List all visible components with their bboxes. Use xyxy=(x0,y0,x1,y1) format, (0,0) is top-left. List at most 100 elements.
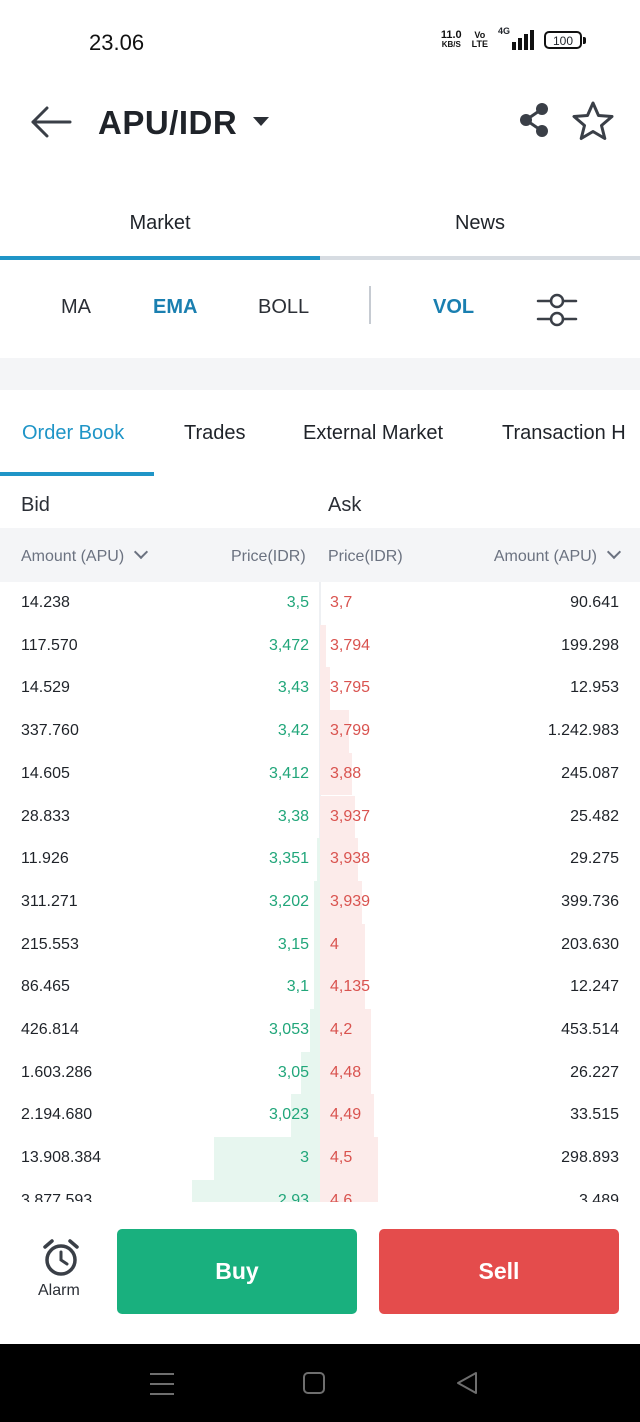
ask-amount: 33.515 xyxy=(570,1106,619,1124)
recent-apps-icon[interactable] xyxy=(150,1373,174,1395)
bid-depth-bar xyxy=(214,1137,320,1180)
section-separator xyxy=(0,358,640,390)
tab-trades[interactable]: Trades xyxy=(184,422,246,444)
network-type: 4G xyxy=(498,26,511,36)
order-book-row[interactable]: 13.908.384 3 4,5 298.893 xyxy=(0,1137,640,1180)
header: APU/IDR xyxy=(0,86,640,166)
pair-title[interactable]: APU/IDR xyxy=(98,104,238,141)
alarm-clock-icon[interactable] xyxy=(42,1238,80,1278)
ask-depth-bar xyxy=(320,923,365,967)
ask-price: 3,799 xyxy=(330,722,371,740)
sliders-settings-icon[interactable] xyxy=(536,292,578,328)
order-book-row[interactable]: 3.877.593 2,93 4,6 3.489 xyxy=(0,1179,640,1202)
order-book-row[interactable]: 1.603.286 3,05 4,48 26.227 xyxy=(0,1051,640,1095)
indicator-ma[interactable]: MA xyxy=(61,296,91,318)
tab-order-book[interactable]: Order Book xyxy=(22,422,125,444)
bid-price: 3,1 xyxy=(286,978,309,996)
bid-price: 3,43 xyxy=(277,679,309,697)
bid-price: 3,05 xyxy=(277,1063,309,1081)
ask-depth-bar xyxy=(320,1094,375,1138)
order-book-row[interactable]: 426.814 3,053 4,2 453.514 xyxy=(0,1009,640,1052)
battery-icon: 100 xyxy=(544,31,586,49)
bid-price: 3,38 xyxy=(277,807,309,825)
network-speed-unit: KB/S xyxy=(441,40,461,49)
ask-price: 3,938 xyxy=(330,850,371,868)
bid-price: 3,412 xyxy=(268,764,309,782)
order-book-row[interactable]: 28.833 3,38 3,937 25.482 xyxy=(0,795,640,839)
tab-news[interactable]: News xyxy=(454,211,505,234)
signal-icon: 4G xyxy=(498,26,534,50)
ask-depth-bar xyxy=(320,1009,372,1052)
indicator-vol[interactable]: VOL xyxy=(433,296,475,318)
ask-price: 3,794 xyxy=(330,636,371,654)
bottom-action-bar: Alarm Buy Sell xyxy=(0,1202,640,1344)
sell-button[interactable]: Sell xyxy=(379,1229,619,1314)
ask-amount: 199.298 xyxy=(561,636,619,654)
bid-amount: 337.760 xyxy=(21,722,79,740)
order-book-row[interactable]: 117.570 3,472 3,794 199.298 xyxy=(0,624,640,668)
bid-depth-bar xyxy=(313,966,320,1009)
bid-price: 2,93 xyxy=(277,1191,309,1202)
battery-level: 100 xyxy=(544,31,582,49)
ask-amount: 298.893 xyxy=(561,1149,619,1167)
order-book-column-header: Amount (APU) Price(IDR) Price(IDR) Amoun… xyxy=(0,528,640,582)
order-book-row[interactable]: 14.238 3,5 3,7 90.641 xyxy=(0,582,640,625)
ask-amount: 203.630 xyxy=(561,935,619,953)
tab-external-market[interactable]: External Market xyxy=(303,422,444,444)
network-speed: 11.0 KB/S xyxy=(441,30,462,50)
bid-price: 3,053 xyxy=(268,1021,309,1038)
chevron-down-icon xyxy=(134,544,149,560)
indicator-toolbar: MA EMA BOLL VOL xyxy=(0,270,640,346)
ask-depth-bar xyxy=(320,838,359,881)
bid-label: Bid xyxy=(21,494,50,516)
indicator-boll[interactable]: BOLL xyxy=(258,296,310,318)
order-book-row[interactable]: 11.926 3,351 3,938 29.275 xyxy=(0,838,640,881)
bid-depth-bar xyxy=(192,1179,320,1202)
ask-amount: 26.227 xyxy=(570,1063,619,1081)
tab-market[interactable]: Market xyxy=(129,211,191,234)
bid-price: 3,5 xyxy=(286,594,309,611)
ask-depth-bar xyxy=(320,752,352,796)
ask-depth-bar xyxy=(320,710,349,753)
bid-amount: 14.605 xyxy=(21,764,70,782)
tab-transaction-history[interactable]: Transaction H xyxy=(502,422,626,444)
ask-amount: 1.242.983 xyxy=(547,722,619,740)
bid-amount: 11.926 xyxy=(21,850,69,868)
ask-price: 3,7 xyxy=(330,594,353,611)
nav-back-icon[interactable] xyxy=(454,1371,480,1395)
bid-price: 3,472 xyxy=(268,636,309,654)
ask-depth-bar xyxy=(320,624,327,668)
alarm-label[interactable]: Alarm xyxy=(38,1282,80,1299)
back-arrow-icon[interactable] xyxy=(28,104,74,140)
bid-price: 3 xyxy=(300,1149,309,1167)
bid-price-header: Price(IDR) xyxy=(231,548,306,565)
ask-amount-header[interactable]: Amount (APU) xyxy=(494,544,622,566)
bid-depth-bar xyxy=(291,1094,320,1138)
bid-amount: 14.529 xyxy=(21,679,70,697)
order-book-row[interactable]: 86.465 3,1 4,135 12.247 xyxy=(0,966,640,1009)
order-book-row[interactable]: 14.529 3,43 3,795 12.953 xyxy=(0,667,640,711)
order-book-row[interactable]: 215.553 3,15 4 203.630 xyxy=(0,923,640,967)
order-book-row[interactable]: 337.760 3,42 3,799 1.242.983 xyxy=(0,710,640,753)
star-icon[interactable] xyxy=(571,100,615,142)
order-book-row[interactable]: 14.605 3,412 3,88 245.087 xyxy=(0,752,640,796)
indicator-ema[interactable]: EMA xyxy=(153,296,198,318)
ask-price: 4,48 xyxy=(330,1063,362,1081)
bid-amount: 426.814 xyxy=(21,1021,79,1038)
bid-amount-header[interactable]: Amount (APU) xyxy=(21,544,149,566)
bid-price: 3,351 xyxy=(268,850,309,868)
ask-amount: 25.482 xyxy=(570,807,619,825)
order-book-row[interactable]: 311.271 3,202 3,939 399.736 xyxy=(0,880,640,924)
ask-amount: 12.953 xyxy=(570,679,619,697)
buy-button[interactable]: Buy xyxy=(117,1229,357,1314)
ask-depth-bar xyxy=(320,1051,372,1095)
network-speed-value: 11.0 xyxy=(440,29,462,41)
caret-down-icon[interactable] xyxy=(253,117,269,126)
home-icon[interactable] xyxy=(303,1372,325,1394)
ask-price: 3,795 xyxy=(330,679,371,697)
ask-amount: 90.641 xyxy=(570,594,619,611)
share-icon[interactable] xyxy=(518,102,550,138)
order-book-list[interactable]: 14.238 3,5 3,7 90.641 117.570 3,472 3,794 199.2… xyxy=(0,582,640,1202)
order-book-row[interactable]: 2.194.680 3,023 4,49 33.515 xyxy=(0,1094,640,1138)
ask-depth-bar xyxy=(320,667,330,711)
